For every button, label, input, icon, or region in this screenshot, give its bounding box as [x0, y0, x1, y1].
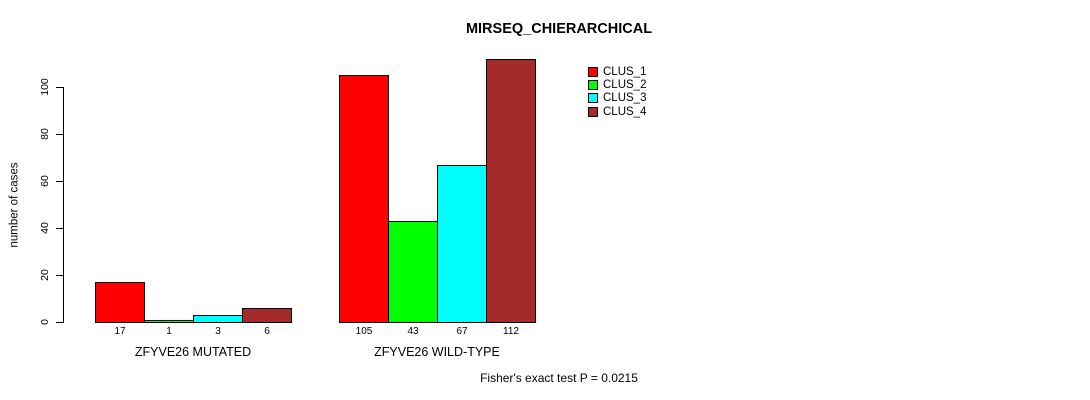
legend-item-clus_1: CLUS_1 [588, 65, 646, 78]
bar-value-label: 1 [166, 326, 172, 337]
y-axis-label-text: number of cases [8, 162, 21, 248]
legend-item-clus_3: CLUS_3 [588, 92, 646, 105]
legend-swatch-clus_4 [588, 106, 598, 117]
legend-label: CLUS_2 [603, 79, 647, 92]
legend-swatch-clus_3 [588, 93, 598, 104]
bar-value-label: 43 [407, 326, 419, 337]
y-axis-tick-label: 60 [36, 172, 54, 190]
legend-label: CLUS_4 [603, 105, 647, 118]
legend-label: CLUS_1 [603, 65, 647, 78]
bar-clus_2-group2 [388, 221, 438, 323]
bar-clus_1-group1 [95, 282, 145, 323]
legend-item-clus_2: CLUS_2 [588, 78, 646, 91]
bar-clus_2-group1 [144, 320, 194, 323]
legend-label: CLUS_3 [603, 92, 647, 105]
legend: CLUS_1 CLUS_2 CLUS_3 CLUS_4 [588, 65, 646, 119]
y-axis-tick [56, 322, 63, 323]
y-axis-tick [56, 228, 63, 229]
category-label-group1: ZFYVE26 MUTATED [134, 345, 252, 359]
bar-value-label: 105 [355, 326, 373, 337]
y-axis-tick-label: 0 [36, 313, 54, 331]
y-axis-tick-label: 100 [36, 78, 54, 96]
y-axis-tick-label-text: 0 [39, 319, 51, 325]
y-axis-tick-label-text: 40 [39, 222, 51, 234]
y-axis-tick [56, 181, 63, 182]
y-axis-label: number of cases [5, 162, 23, 247]
bar-clus_1-group2 [339, 75, 389, 323]
y-axis-tick [56, 275, 63, 276]
y-axis-tick [56, 134, 63, 135]
bar-clus_4-group1 [242, 308, 292, 323]
bar-value-label: 112 [503, 326, 519, 337]
y-axis-tick-label-text: 80 [39, 128, 51, 140]
bar-clus_3-group2 [437, 165, 487, 323]
y-axis-line [63, 87, 64, 323]
bar-value-label: 3 [215, 326, 221, 337]
bar-clus_4-group2 [486, 59, 536, 323]
y-axis-tick-label-text: 100 [39, 78, 51, 96]
y-axis-tick-label: 80 [36, 125, 54, 143]
y-axis-tick-label: 40 [36, 219, 54, 237]
legend-swatch-clus_2 [588, 80, 598, 91]
bar-value-label: 67 [456, 326, 468, 337]
chart-title: MIRSEQ_CHIERARCHICAL [465, 21, 653, 37]
annotation-fisher-test: Fisher's exact test P = 0.0215 [480, 371, 638, 385]
bar-value-label: 6 [264, 326, 270, 337]
bar-value-label: 17 [114, 326, 126, 337]
legend-item-clus_4: CLUS_4 [588, 105, 646, 118]
y-axis-tick [56, 87, 63, 88]
y-axis-tick-label-text: 60 [39, 175, 51, 187]
y-axis-tick-label-text: 20 [39, 269, 51, 281]
bar-clus_3-group1 [193, 315, 243, 323]
legend-swatch-clus_1 [588, 66, 598, 77]
category-label-group2: ZFYVE26 WILD-TYPE [374, 345, 500, 359]
y-axis-tick-label: 20 [36, 266, 54, 284]
